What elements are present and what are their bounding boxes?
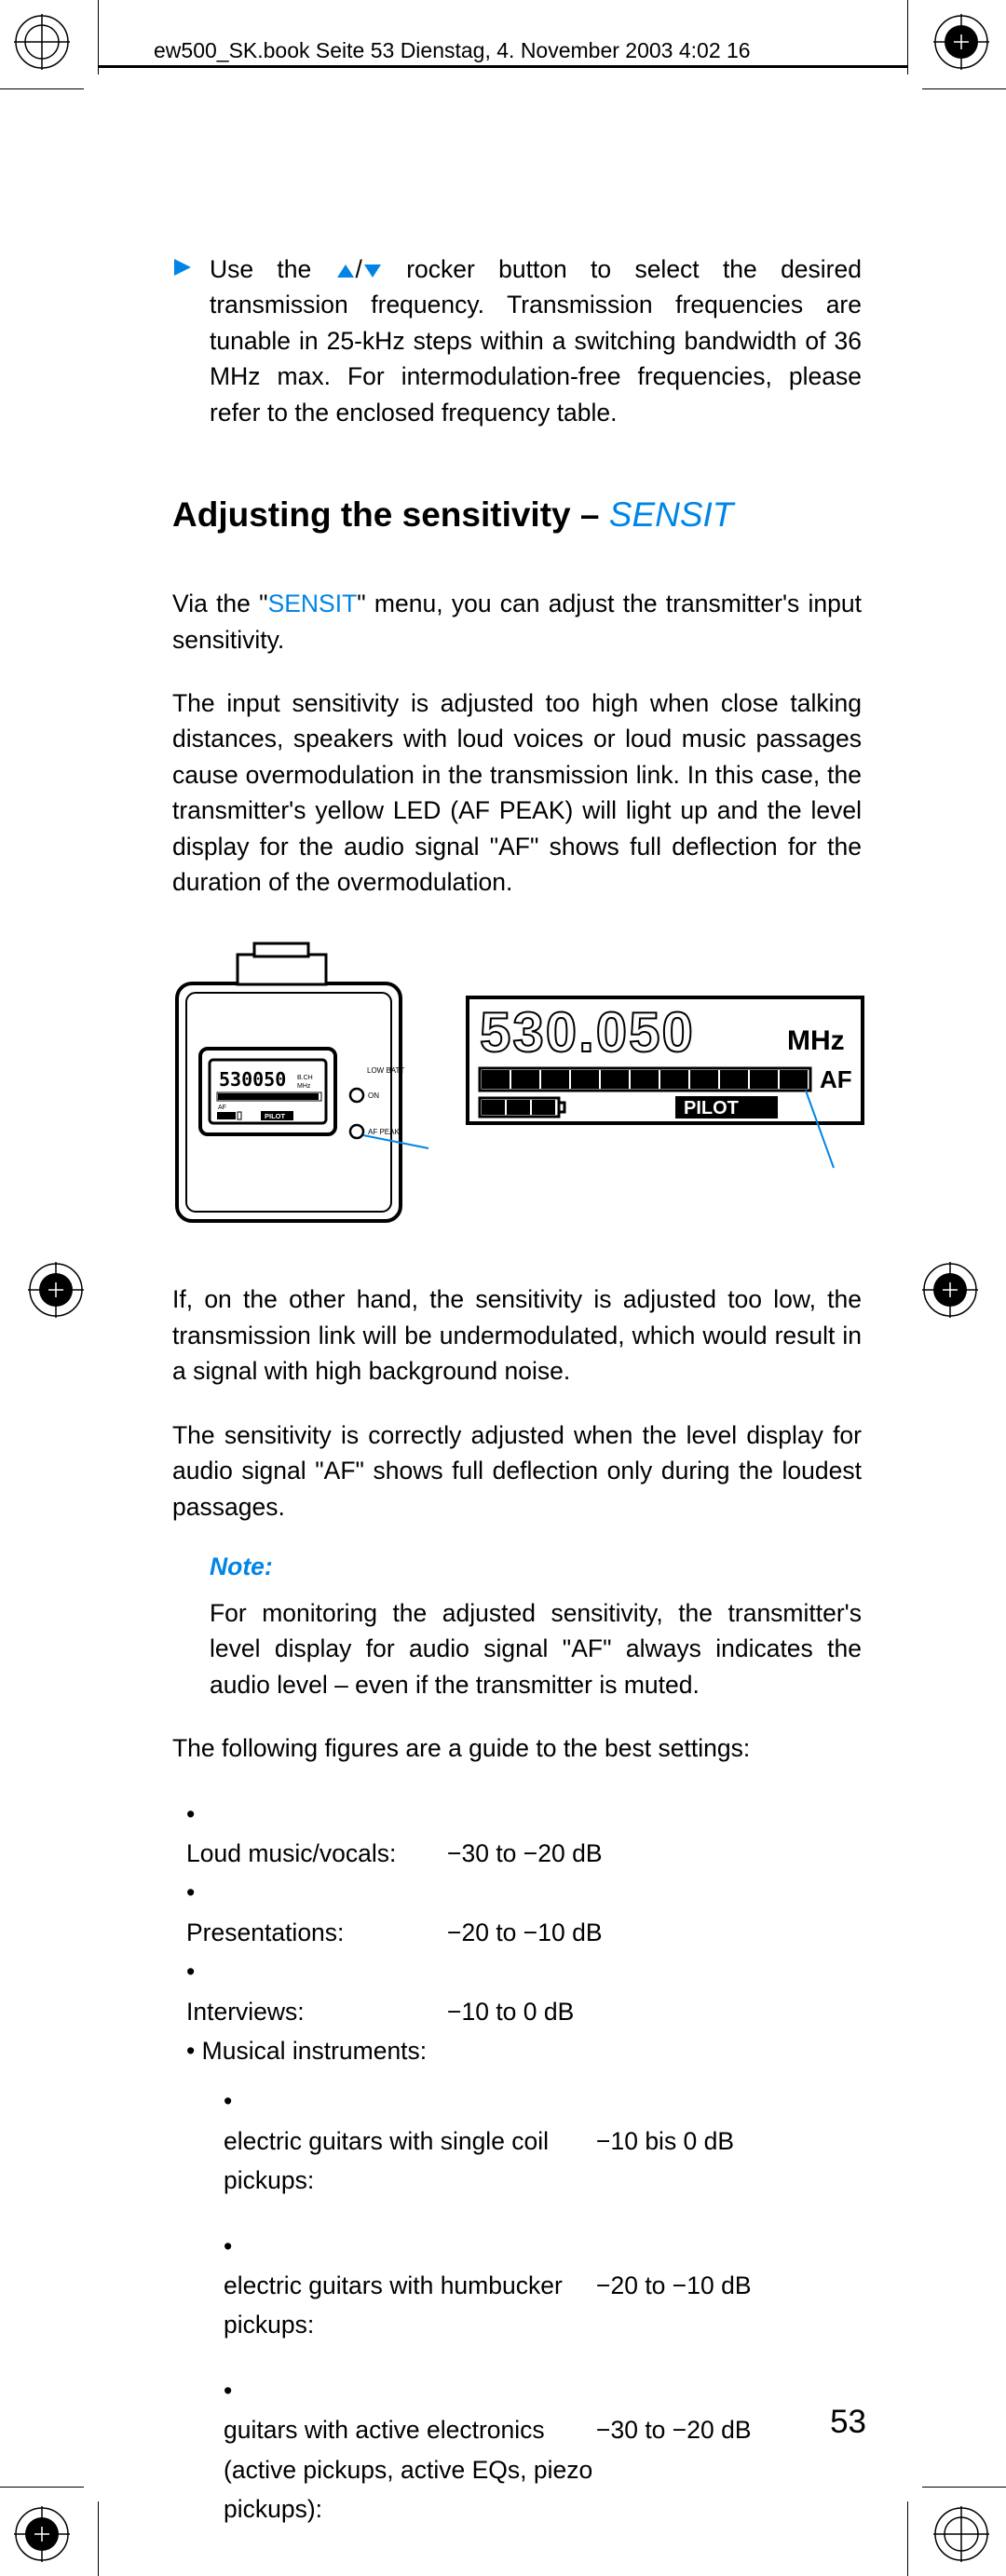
down-arrow-icon [362, 255, 383, 283]
list-item: Musical instruments: electric guitars wi… [186, 2031, 862, 2529]
registration-mark [28, 1262, 84, 1318]
svg-text:AF: AF [820, 1065, 852, 1093]
list-item: Presentations:−20 to −10 dB [186, 1873, 862, 1952]
header-rule [98, 65, 908, 68]
svg-text:PILOT: PILOT [684, 1098, 739, 1119]
registration-mark [933, 2506, 989, 2562]
instruction-text: Use the / rocker button to select the de… [210, 251, 862, 430]
svg-text:530.050: 530.050 [480, 1001, 695, 1064]
registration-mark [922, 1262, 978, 1318]
svg-text:LOW BATT: LOW BATT [367, 1066, 404, 1075]
text-part1: Use the [210, 255, 335, 283]
paragraph-1: Via the "SENSIT" menu, you can adjust th… [172, 586, 862, 658]
list-item: Interviews:−10 to 0 dB [186, 1952, 862, 2031]
lcd-display-diagram: 530.050 MHz AF [466, 996, 866, 1177]
list-item: electric guitars with humbucker pickups:… [224, 2227, 862, 2345]
svg-text:MHz: MHz [297, 1083, 311, 1090]
svg-text:AF PEAK: AF PEAK [368, 1128, 400, 1136]
svg-text:ON: ON [368, 1091, 379, 1100]
guide-intro: The following figures are a guide to the… [172, 1730, 862, 1766]
settings-list: Loud music/vocals:−30 to −20 dB Presenta… [186, 1795, 862, 2529]
paragraph-4: The sensitivity is correctly adjusted wh… [172, 1417, 862, 1525]
heading-pre: Adjusting the sensitivity – [172, 495, 609, 534]
instruction-bullet: Use the / rocker button to select the de… [172, 251, 862, 430]
sensit-inline: SENSIT [268, 590, 358, 617]
bullet-arrow-icon [172, 251, 210, 430]
svg-text:MHz: MHz [787, 1025, 845, 1056]
paragraph-3: If, on the other hand, the sensitivity i… [172, 1281, 862, 1389]
svg-text:AF: AF [218, 1105, 226, 1111]
up-arrow-icon [335, 255, 356, 283]
transmitter-diagram: 530050 B.CH MHz AF PILOT LOW BATT ON AF … [172, 942, 433, 1230]
list-item: guitars with active electronics (active … [224, 2371, 862, 2529]
registration-mark [933, 14, 989, 70]
figure-row: 530050 B.CH MHz AF PILOT LOW BATT ON AF … [172, 942, 862, 1230]
page-number: 53 [830, 2404, 866, 2441]
svg-text:530050: 530050 [219, 1068, 286, 1091]
svg-text:B.CH: B.CH [297, 1075, 313, 1081]
note-label: Note: [210, 1552, 862, 1581]
list-item: Loud music/vocals:−30 to −20 dB [186, 1795, 862, 1874]
note-block: Note: For monitoring the adjusted sensit… [210, 1552, 862, 1702]
registration-mark [14, 2506, 70, 2562]
heading-sensit: SENSIT [609, 495, 734, 534]
list-item: electric guitars with single coil pickup… [224, 2081, 862, 2200]
paragraph-2: The input sensitivity is adjusted too hi… [172, 685, 862, 901]
sub-settings-list: electric guitars with single coil pickup… [224, 2081, 862, 2529]
svg-text:PILOT: PILOT [265, 1112, 286, 1120]
note-text: For monitoring the adjusted sensitivity,… [210, 1595, 862, 1702]
registration-mark [14, 14, 70, 70]
pdf-header: ew500_SK.book Seite 53 Dienstag, 4. Nove… [154, 38, 751, 63]
section-heading: Adjusting the sensitivity – SENSIT [172, 495, 862, 535]
